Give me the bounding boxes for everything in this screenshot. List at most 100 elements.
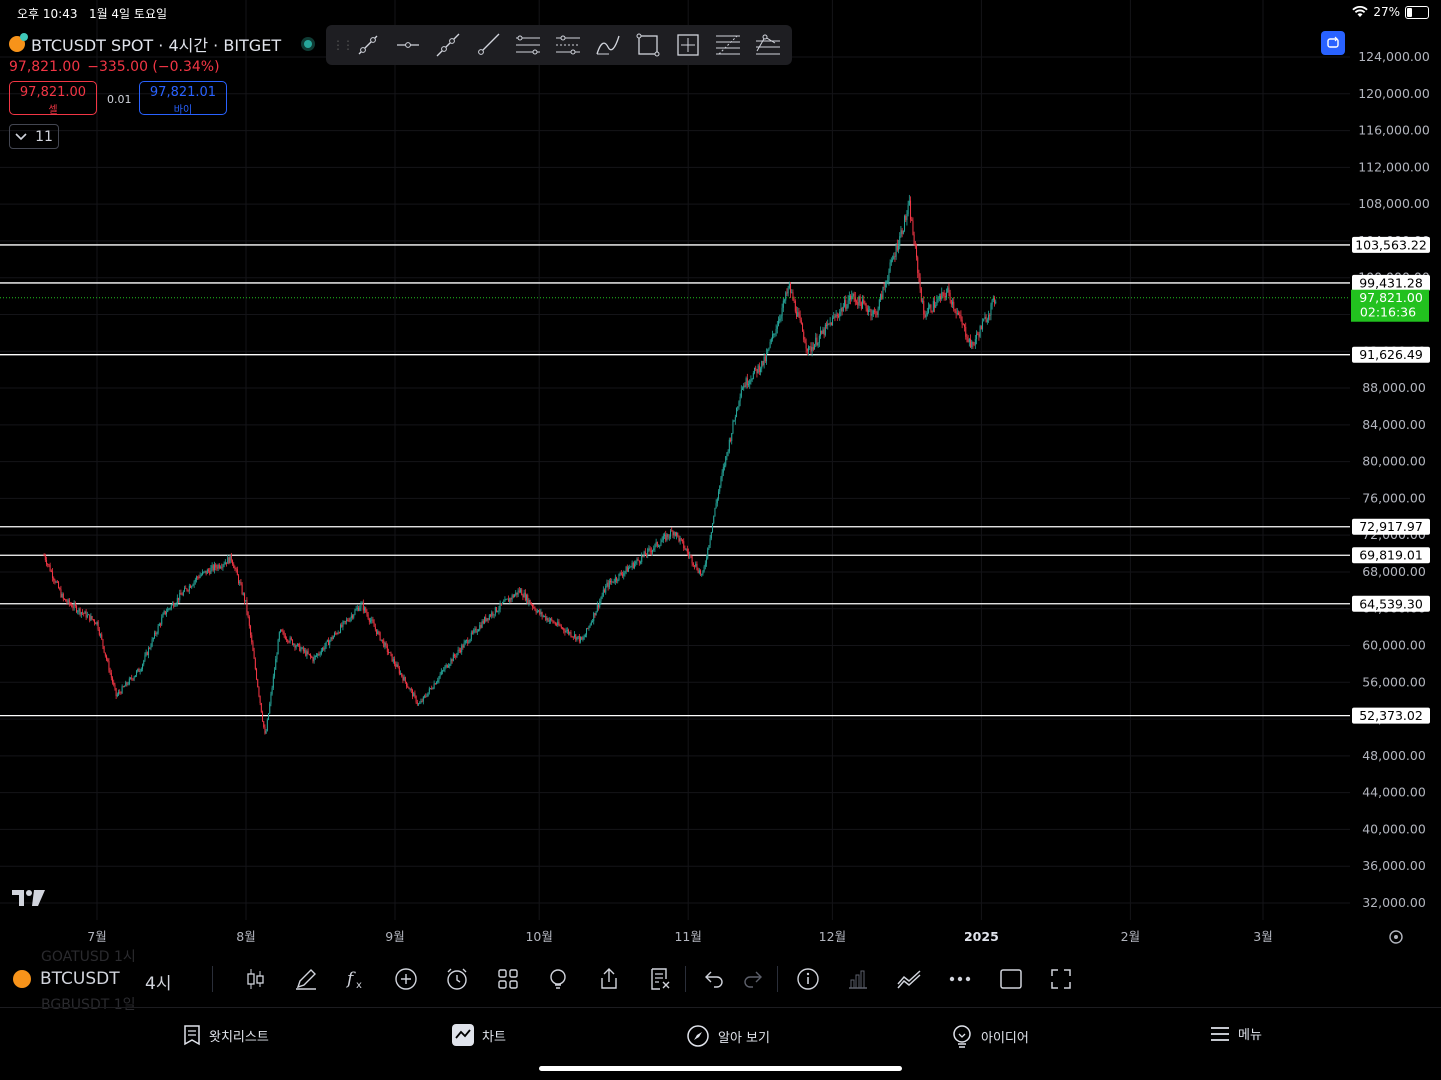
- fib-retracement-icon[interactable]: [708, 25, 748, 65]
- layout-grid-icon[interactable]: [493, 964, 523, 994]
- bitcoin-icon: [9, 33, 28, 52]
- trend-line-icon[interactable]: [348, 25, 388, 65]
- horizontal-line-price-tag: [1352, 547, 1430, 564]
- candles-type-icon[interactable]: [240, 964, 270, 994]
- candle-body: [396, 664, 398, 667]
- fib-extension-icon[interactable]: [748, 25, 788, 65]
- candle-body: [360, 602, 362, 608]
- buy-button[interactable]: 97,821.01 바이: [139, 81, 227, 116]
- ray-icon[interactable]: [468, 25, 508, 65]
- candle-body: [618, 573, 620, 581]
- undo-icon[interactable]: [699, 964, 729, 994]
- candle-body: [836, 314, 838, 317]
- candle-body: [786, 292, 788, 294]
- draw-brush-icon[interactable]: [291, 964, 321, 994]
- candle-body: [582, 638, 584, 640]
- candle-body: [341, 624, 343, 627]
- candle-body: [662, 535, 664, 541]
- candle-body: [593, 613, 595, 622]
- tab-watchlist[interactable]: 왓치리스트: [183, 1024, 269, 1046]
- clear-drawings-icon[interactable]: [645, 964, 675, 994]
- candle-body: [984, 316, 986, 319]
- tab-ideas[interactable]: 아이디어: [951, 1024, 1029, 1048]
- candle-body: [121, 686, 123, 694]
- drag-handle-icon[interactable]: ⋮⋮: [332, 38, 354, 52]
- candle-body: [988, 315, 990, 320]
- tab-explore[interactable]: 알아 보기: [686, 1024, 770, 1048]
- more-dots-icon[interactable]: [945, 964, 975, 994]
- candle-body: [541, 612, 543, 617]
- candle-body: [275, 659, 277, 670]
- candle-body: [170, 605, 172, 609]
- y-tick-label: 68,000.00: [1362, 564, 1426, 579]
- rectangle-icon[interactable]: [628, 25, 668, 65]
- candle-body: [178, 597, 180, 601]
- candle-body: [826, 324, 828, 326]
- candle-body: [788, 283, 790, 289]
- candle-body: [907, 205, 909, 214]
- compare-lines-icon[interactable]: [894, 964, 924, 994]
- candle-body: [810, 346, 812, 352]
- candle-body: [565, 630, 567, 633]
- idea-bulb-icon[interactable]: [543, 964, 573, 994]
- divider: [685, 966, 686, 992]
- candle-body: [868, 310, 870, 312]
- compass-icon: [687, 1025, 709, 1047]
- candle-body: [506, 598, 508, 600]
- symbol-legend[interactable]: BTCUSDT SPOT · 4시간 · BITGET: [9, 33, 316, 55]
- candle-body: [692, 563, 694, 566]
- candle-body: [108, 660, 110, 671]
- candle-body: [923, 300, 925, 315]
- symbol-selector[interactable]: BTCUSDT: [13, 969, 120, 989]
- path-icon[interactable]: [588, 25, 628, 65]
- timeframe-selector[interactable]: 4시: [145, 974, 172, 994]
- x-tick-label: 3월: [1253, 929, 1272, 944]
- tab-chart[interactable]: 차트: [452, 1024, 506, 1046]
- candle-body: [67, 599, 69, 603]
- share-icon[interactable]: [594, 964, 624, 994]
- candle-body: [562, 627, 564, 629]
- candle-body: [78, 608, 80, 612]
- candle-body: [134, 675, 136, 678]
- indicators-collapse-button[interactable]: 11: [9, 124, 59, 149]
- candle-body: [578, 636, 580, 642]
- sync-button[interactable]: [1321, 31, 1345, 55]
- candle-body: [529, 599, 531, 604]
- price-chart[interactable]: 124,000.00 120,000.00 116,000.00 112,000.00…: [0, 0, 1441, 952]
- extended-line-icon[interactable]: [428, 25, 468, 65]
- volume-bars-icon[interactable]: [843, 964, 873, 994]
- horizontal-ray-icon[interactable]: [388, 25, 428, 65]
- info-icon[interactable]: [793, 964, 823, 994]
- axis-settings-icon[interactable]: [1389, 930, 1403, 944]
- candle-body: [947, 287, 949, 293]
- add-plus-icon[interactable]: [391, 964, 421, 994]
- alarm-clock-icon[interactable]: [442, 964, 472, 994]
- candle-body: [962, 324, 964, 326]
- candle-body: [954, 309, 956, 311]
- candle-body: [62, 593, 64, 599]
- chart-icon: [452, 1024, 474, 1046]
- price-range-icon[interactable]: [668, 25, 708, 65]
- candle-body: [797, 312, 799, 317]
- candle-body: [203, 571, 205, 573]
- candle-body: [404, 677, 406, 682]
- candle-body: [654, 544, 656, 549]
- candle-body: [666, 534, 668, 541]
- x-tick-label: 12월: [819, 929, 846, 944]
- candle-body: [176, 597, 178, 604]
- candle-body: [409, 688, 411, 690]
- single-layout-icon[interactable]: [996, 964, 1026, 994]
- parallel-channel-icon[interactable]: [508, 25, 548, 65]
- tab-label: 왓치리스트: [209, 1029, 269, 1045]
- redo-icon[interactable]: [738, 964, 768, 994]
- fullscreen-icon[interactable]: [1046, 964, 1076, 994]
- tab-menu[interactable]: 메뉴: [1210, 1024, 1262, 1043]
- candle-body: [251, 635, 253, 643]
- candle-body: [126, 682, 128, 685]
- candle-body: [132, 678, 134, 680]
- y-tick-label: 32,000.00: [1362, 895, 1426, 910]
- candle-body: [886, 282, 888, 284]
- regression-channel-icon[interactable]: [548, 25, 588, 65]
- sell-button[interactable]: 97,821.00 셀: [9, 81, 97, 116]
